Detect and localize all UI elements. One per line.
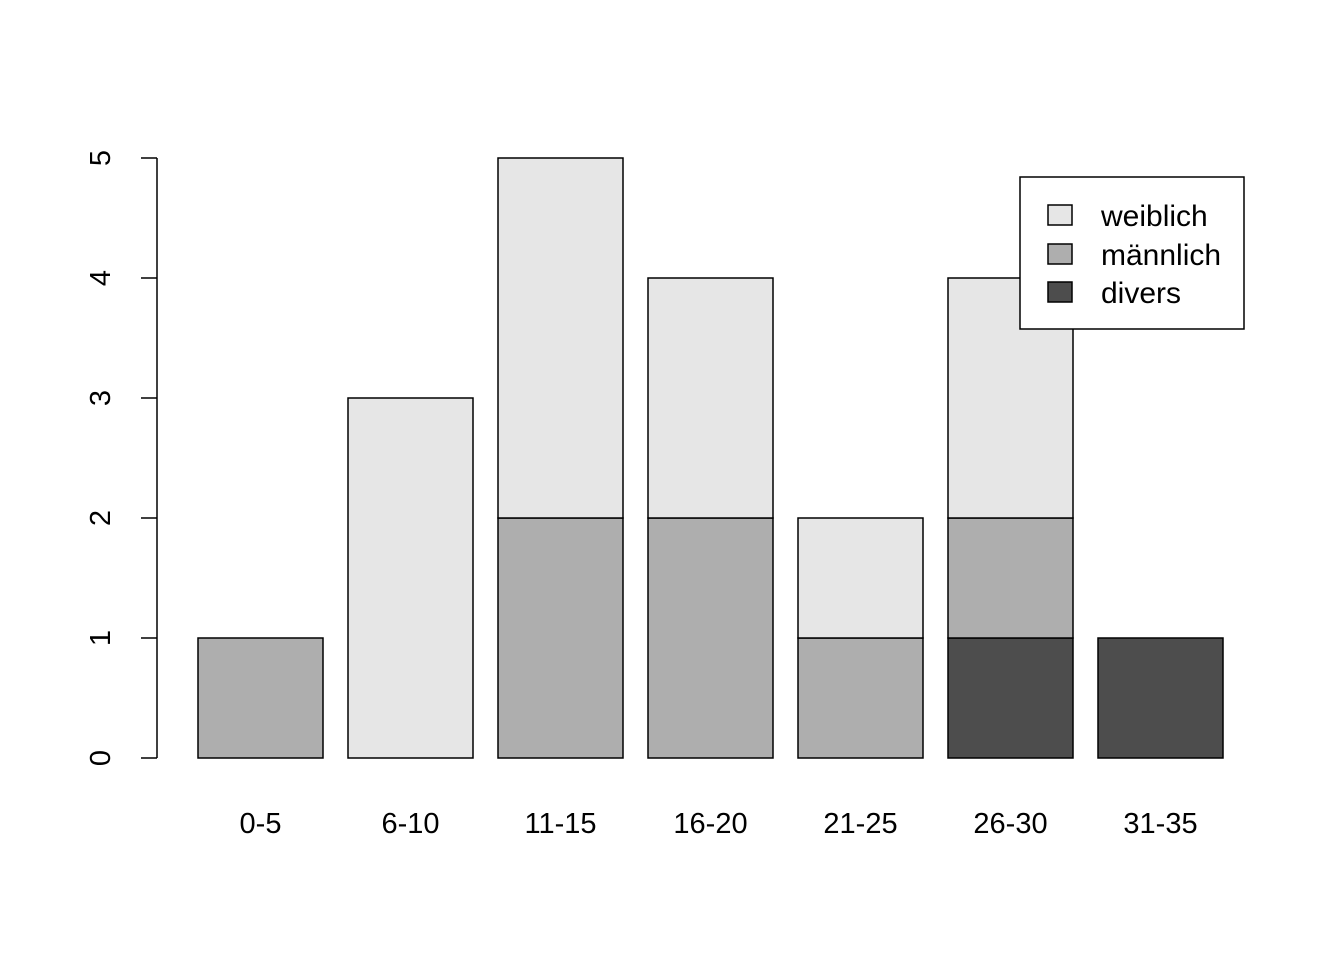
- x-tick-label-6-10: 6-10: [381, 808, 439, 840]
- y-tick-label-2: 2: [85, 510, 117, 526]
- x-tick-label-31-35: 31-35: [1123, 808, 1197, 840]
- x-tick-label-26-30: 26-30: [973, 808, 1047, 840]
- legend-label-divers: divers: [1101, 277, 1181, 310]
- y-tick-label-0: 0: [85, 750, 117, 766]
- bar-11-15-weiblich: [497, 157, 624, 519]
- y-tick-label-4: 4: [85, 270, 117, 286]
- x-tick-label-16-20: 16-20: [673, 808, 747, 840]
- bar-0-5-maennlich: [197, 637, 324, 759]
- x-tick-label-0-5: 0-5: [240, 808, 282, 840]
- bar-6-10-weiblich: [347, 397, 474, 759]
- y-tick-label-3: 3: [85, 390, 117, 406]
- bar-21-25-weiblich: [797, 517, 924, 639]
- y-axis: 0 1 2 3 4 5: [85, 150, 158, 766]
- bar-26-30-maennlich: [947, 517, 1074, 639]
- x-tick-label-11-15: 11-15: [524, 808, 596, 840]
- bar-11-15-maennlich: [497, 517, 624, 759]
- bar-16-20-maennlich: [647, 517, 774, 759]
- bar-26-30-divers: [947, 637, 1074, 759]
- x-axis-labels: 0-5 6-10 11-15 16-20 21-25 26-30 31-35: [240, 808, 1198, 840]
- bars: [197, 157, 1224, 759]
- legend-swatch-maennlich: [1047, 243, 1073, 265]
- legend-swatch-weiblich: [1047, 204, 1073, 226]
- y-tick-label-1: 1: [85, 630, 117, 646]
- legend-label-maennlich: männlich: [1101, 239, 1221, 272]
- x-tick-label-21-25: 21-25: [823, 808, 897, 840]
- bar-31-35-divers: [1097, 637, 1224, 759]
- legend-swatch-divers: [1047, 281, 1073, 303]
- legend: weiblich männlich divers: [1019, 176, 1245, 330]
- y-tick-label-5: 5: [85, 150, 117, 166]
- bar-16-20-weiblich: [647, 277, 774, 519]
- legend-label-weiblich: weiblich: [1100, 200, 1208, 233]
- bar-21-25-maennlich: [797, 637, 924, 759]
